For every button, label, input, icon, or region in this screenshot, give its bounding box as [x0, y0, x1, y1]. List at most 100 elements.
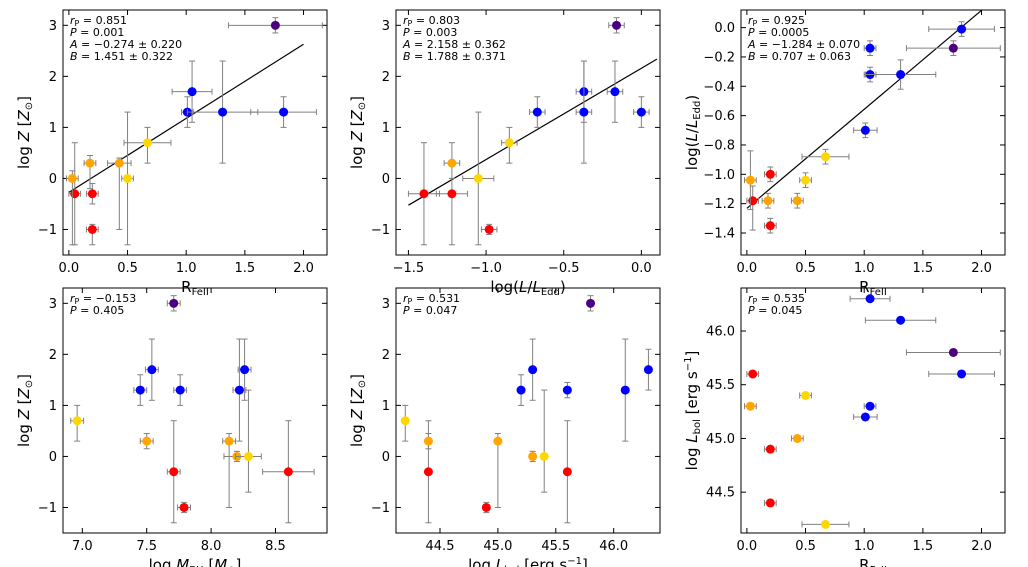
data-point [792, 433, 802, 443]
y-tick-label: 0.0 [714, 21, 735, 36]
data-point [423, 467, 433, 477]
x-tick-label: 2.0 [971, 261, 992, 276]
data-point [948, 43, 958, 53]
y-tick-label: 0 [382, 450, 390, 465]
x-tick-label: −1.0 [470, 261, 502, 276]
y-axis-label: log Z [Z⊙] [348, 96, 368, 169]
x-tick-label: 8.5 [265, 539, 286, 554]
x-tick-label: 44.5 [426, 539, 455, 554]
data-point [270, 20, 280, 30]
axes-frame [395, 287, 661, 534]
x-axis-label: log MBH [M⊙] [149, 556, 242, 567]
y-tick-label: 2 [49, 70, 57, 85]
y-tick-label: 3 [382, 19, 390, 34]
y-tick-label: −1 [38, 501, 57, 516]
y-tick-label: −0.6 [703, 109, 735, 124]
data-point [142, 138, 152, 148]
x-tick-label: 7.0 [72, 539, 93, 554]
data-point [896, 315, 906, 325]
data-point [745, 401, 755, 411]
axes-frame [740, 9, 1006, 256]
x-tick-label: −0.5 [548, 261, 580, 276]
x-tick-label: 1.0 [854, 539, 875, 554]
stat-annotation: rP = −0.153 [70, 292, 136, 306]
x-tick-label: 45.0 [483, 539, 512, 554]
x-tick-label: 8.0 [201, 539, 222, 554]
data-point [67, 173, 77, 183]
y-axis-label: log Z [Z⊙] [348, 374, 368, 447]
data-point [493, 436, 503, 446]
y-axis-label: log(L/LEdd) [683, 95, 703, 170]
data-point [169, 467, 179, 477]
data-point [539, 451, 549, 461]
stat-annotation: A = −1.284 ± 0.070 [747, 38, 860, 51]
y-axis-label: log Z [Z⊙] [15, 96, 35, 169]
stat-annotation: A = 2.158 ± 0.362 [402, 38, 506, 51]
data-point [243, 451, 253, 461]
data-point [187, 87, 197, 97]
data-point [473, 173, 483, 183]
x-tick-label: 0.0 [737, 539, 758, 554]
data-point [765, 221, 775, 231]
data-point [234, 385, 244, 395]
data-point [765, 444, 775, 454]
data-point [532, 107, 542, 117]
data-point [114, 158, 124, 168]
y-tick-label: −0.4 [703, 80, 735, 95]
data-point [586, 298, 596, 308]
x-tick-label: 1.5 [235, 261, 256, 276]
fit-line [68, 43, 304, 193]
scatter-panel-6: 0.0 0.5 1.0 1.5 2.0 44.5 45.0 45.5 46.0 RFeII log … [683, 287, 1006, 567]
data-point [957, 24, 967, 34]
data-point [860, 125, 870, 135]
y-tick-label: 0 [49, 450, 57, 465]
y-tick-label: 2 [382, 348, 390, 363]
data-point [896, 70, 906, 80]
stat-annotation: rP = 0.851 [70, 14, 127, 28]
axes-frame [395, 9, 661, 256]
y-tick-label: −0.8 [703, 138, 735, 153]
data-point [400, 416, 410, 426]
data-point [240, 365, 250, 375]
x-tick-label: 0.0 [59, 261, 80, 276]
data-point [70, 189, 80, 199]
data-point [562, 385, 572, 395]
data-point [948, 347, 958, 357]
data-point [820, 152, 830, 162]
stat-annotation: P = 0.045 [748, 304, 802, 317]
data-point [447, 158, 457, 168]
data-point [860, 412, 870, 422]
data-point [612, 20, 622, 30]
data-point [179, 502, 189, 512]
y-tick-label: 1 [382, 121, 390, 136]
data-point [484, 224, 494, 234]
x-tick-label: 0.5 [795, 261, 816, 276]
y-tick-label: −1 [38, 223, 57, 238]
y-tick-label: −1.4 [703, 226, 735, 241]
data-point [765, 498, 775, 508]
stat-annotation: B = 0.707 ± 0.063 [748, 50, 851, 63]
y-tick-label: −1 [371, 223, 390, 238]
data-point [579, 107, 589, 117]
scatter-panel-5: 44.5 45.0 45.5 46.0 −1 0 1 2 3 log Lbol [erg s−1]… [348, 287, 661, 567]
data-point [763, 196, 773, 206]
data-point [801, 175, 811, 185]
x-tick-label: 0.5 [117, 261, 138, 276]
x-tick-label: 2.0 [971, 539, 992, 554]
fit-line [408, 58, 658, 206]
y-tick-label: −1.0 [703, 168, 735, 183]
y-tick-label: 1 [49, 399, 57, 414]
data-point [957, 369, 967, 379]
x-tick-label: 0.0 [737, 261, 758, 276]
y-tick-label: 1 [49, 121, 57, 136]
x-tick-label: 0.0 [631, 261, 652, 276]
y-tick-label: 2 [382, 70, 390, 85]
data-point [72, 416, 82, 426]
y-tick-label: −1.2 [703, 197, 735, 212]
x-tick-label: 0.5 [795, 539, 816, 554]
data-point [865, 43, 875, 53]
data-point [865, 401, 875, 411]
data-point [504, 138, 514, 148]
